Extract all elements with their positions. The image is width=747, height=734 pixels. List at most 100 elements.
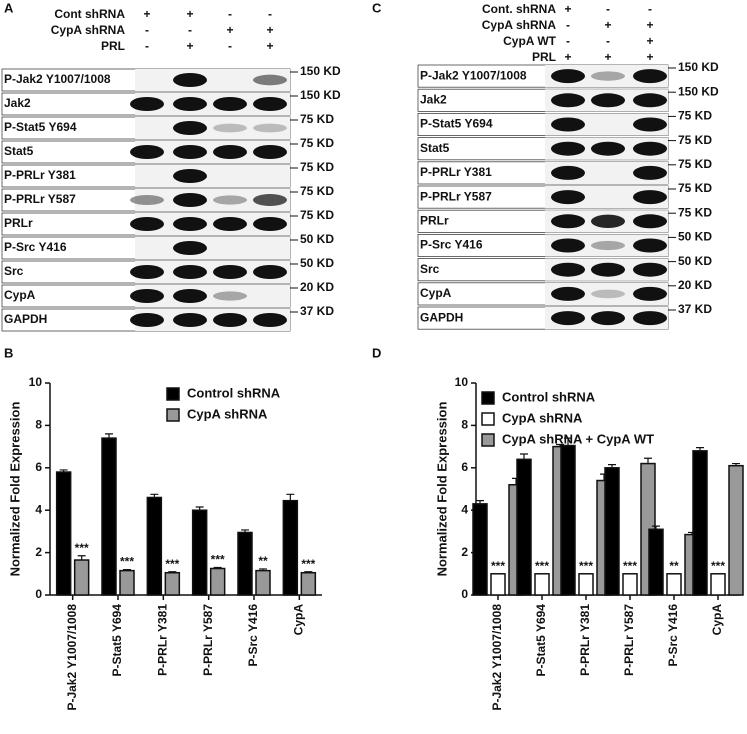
band	[591, 141, 625, 156]
error-bar	[77, 555, 86, 561]
marker-label: 75 KD	[300, 208, 334, 222]
x-tick-label: P-Jak2 Y1007/1008	[65, 604, 79, 711]
condition-sign: -	[606, 2, 610, 16]
legend-label: CypA shRNA	[187, 406, 268, 421]
band	[253, 74, 287, 86]
condition-label: Cont. shRNA	[482, 2, 556, 16]
band	[173, 193, 207, 207]
significance: ***	[623, 559, 637, 573]
y-tick-label: 2	[461, 545, 468, 559]
marker-label: 150 KD	[300, 64, 341, 78]
x-tick-label: P-PRLr Y587	[201, 604, 215, 676]
condition-label: PRL	[101, 39, 125, 53]
band	[253, 313, 287, 327]
y-axis-label: Normalized Fold Expression	[434, 402, 449, 577]
x-tick-label: P-Stat5 Y694	[534, 604, 548, 677]
y-tick-label: 8	[461, 418, 468, 432]
band	[591, 240, 625, 251]
y-axis-label: Normalized Fold Expression	[7, 402, 22, 577]
marker-label: 150 KD	[678, 60, 719, 74]
marker-label: 75 KD	[300, 160, 334, 174]
band	[213, 97, 247, 111]
band	[633, 238, 667, 253]
bar	[237, 531, 253, 596]
error-bar	[652, 525, 660, 530]
bar	[282, 499, 299, 596]
row-label: GAPDH	[420, 310, 463, 324]
legend-label: CypA shRNA	[502, 410, 583, 425]
band	[173, 289, 207, 303]
band	[173, 145, 207, 159]
legend-swatch	[166, 408, 180, 422]
band	[130, 265, 164, 279]
condition-sign: -	[648, 2, 652, 16]
band	[633, 262, 667, 277]
band	[633, 141, 667, 156]
band	[551, 311, 585, 326]
band	[591, 289, 625, 299]
marker-label: 75 KD	[678, 181, 712, 195]
bar	[578, 573, 594, 596]
band	[173, 169, 207, 183]
bar	[472, 503, 488, 596]
blot-membrane	[135, 309, 290, 331]
error-bar	[644, 457, 652, 464]
bar	[516, 458, 532, 596]
bar	[101, 437, 117, 596]
condition-sign: +	[604, 18, 611, 32]
bar	[164, 571, 181, 596]
panel-label: A	[4, 0, 14, 15]
condition-sign: -	[228, 39, 232, 53]
condition-sign: +	[266, 23, 273, 37]
condition-label: Cont shRNA	[54, 7, 125, 21]
condition-label: CypA WT	[503, 34, 557, 48]
blot-membrane	[135, 261, 290, 283]
significance: ***	[535, 559, 549, 573]
band	[130, 217, 164, 231]
bar	[191, 509, 208, 596]
condition-sign: -	[228, 7, 232, 21]
condition-sign: -	[188, 23, 192, 37]
band	[633, 190, 667, 205]
significance: ***	[211, 553, 225, 567]
band	[551, 69, 585, 84]
blot-membrane	[135, 237, 290, 259]
bar	[490, 573, 506, 596]
marker-label: 75 KD	[678, 133, 712, 147]
y-tick-label: 4	[35, 502, 42, 516]
row-label: Stat5	[4, 144, 34, 158]
legend-swatch	[166, 387, 180, 401]
row-label: P-PRLr Y381	[420, 165, 492, 179]
error-bar	[241, 529, 249, 533]
panel-label: B	[4, 345, 13, 360]
bar	[728, 464, 744, 596]
y-tick-label: 0	[35, 587, 42, 601]
marker-label: 75 KD	[678, 109, 712, 123]
band	[213, 145, 247, 159]
bar	[73, 559, 90, 596]
row-label: Stat5	[420, 141, 450, 155]
condition-sign: -	[606, 34, 610, 48]
band	[213, 291, 247, 301]
marker-label: 75 KD	[678, 205, 712, 219]
row-label: P-Stat5 Y694	[4, 120, 77, 134]
bar	[560, 444, 576, 596]
condition-sign: +	[186, 39, 193, 53]
band	[551, 262, 585, 277]
x-tick-label: CypA	[292, 604, 306, 636]
band	[213, 123, 247, 133]
condition-sign: +	[604, 50, 611, 64]
band	[130, 195, 164, 205]
x-tick-label: P-Stat5 Y694	[110, 604, 124, 677]
condition-sign: +	[186, 7, 193, 21]
condition-sign: +	[266, 39, 273, 53]
error-bar	[259, 568, 267, 571]
band	[253, 194, 287, 206]
error-bar	[195, 506, 204, 511]
band	[130, 145, 164, 159]
y-tick-label: 6	[461, 460, 468, 474]
condition-sign: +	[646, 18, 653, 32]
row-label: PRLr	[420, 213, 449, 227]
blot-membrane	[135, 213, 290, 235]
